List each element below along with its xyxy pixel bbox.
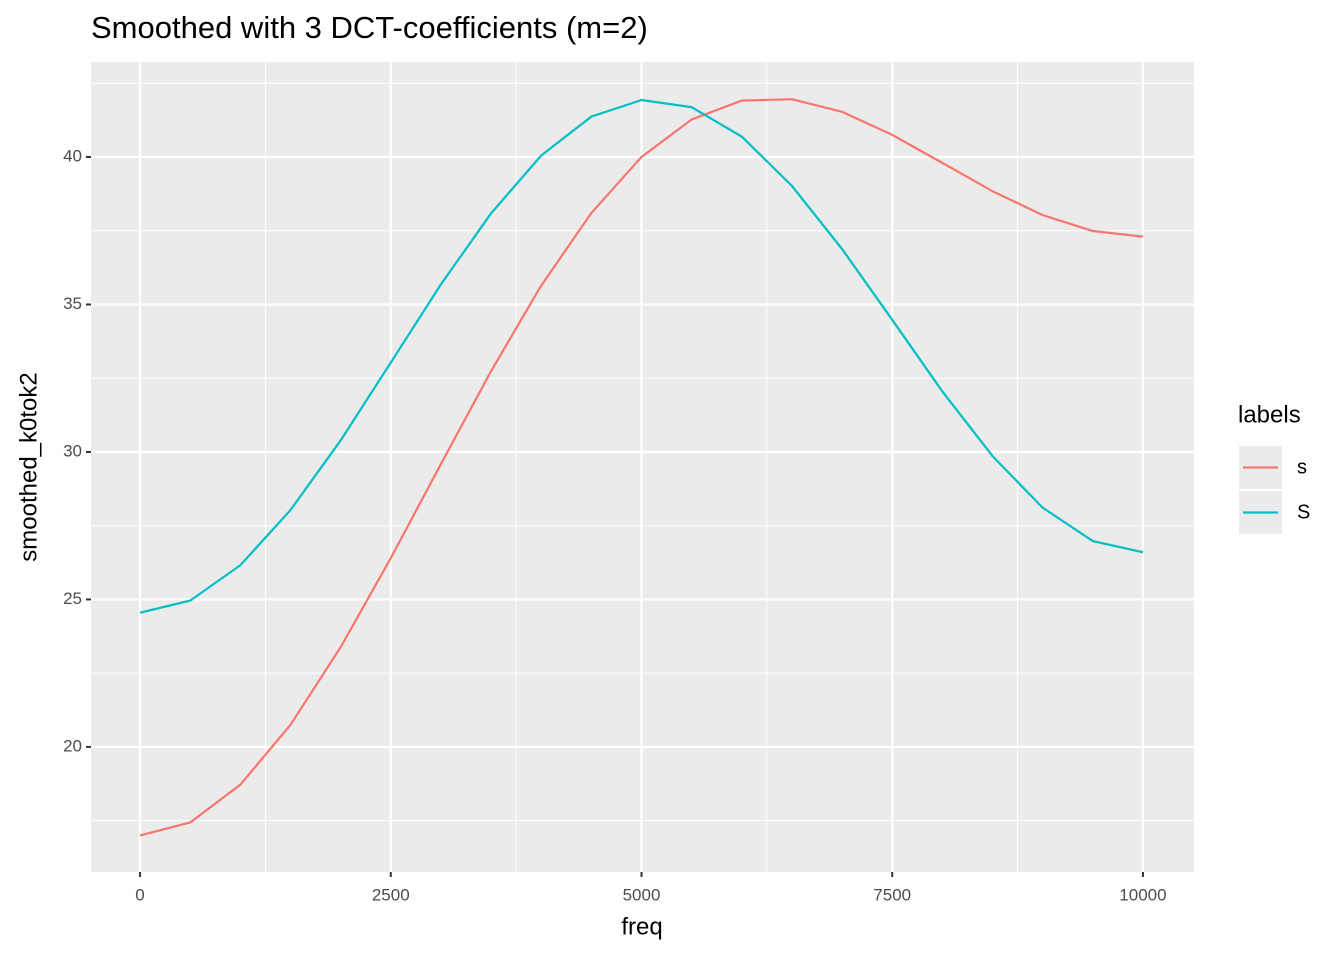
x-tick-label: 7500 — [873, 885, 911, 904]
y-tick-label: 40 — [63, 146, 82, 165]
y-tick-label: 30 — [63, 441, 82, 460]
chart-title: Smoothed with 3 DCT-coefficients (m=2) — [91, 10, 648, 45]
legend-label: S — [1297, 501, 1310, 523]
legend-label: s — [1297, 456, 1307, 478]
x-axis-title: freq — [621, 913, 662, 940]
x-tick-label: 2500 — [372, 885, 410, 904]
y-tick-label: 35 — [63, 294, 82, 313]
y-tick-label: 20 — [63, 736, 82, 755]
x-tick-label: 0 — [135, 885, 144, 904]
legend-title: labels — [1238, 401, 1301, 428]
y-axis-title: smoothed_k0tok2 — [15, 372, 42, 561]
series-line — [139, 98, 1144, 837]
x-tick-label: 10000 — [1119, 885, 1166, 904]
y-tick-label: 25 — [63, 589, 82, 608]
x-tick-label: 5000 — [623, 885, 661, 904]
series-line — [139, 98, 1144, 614]
